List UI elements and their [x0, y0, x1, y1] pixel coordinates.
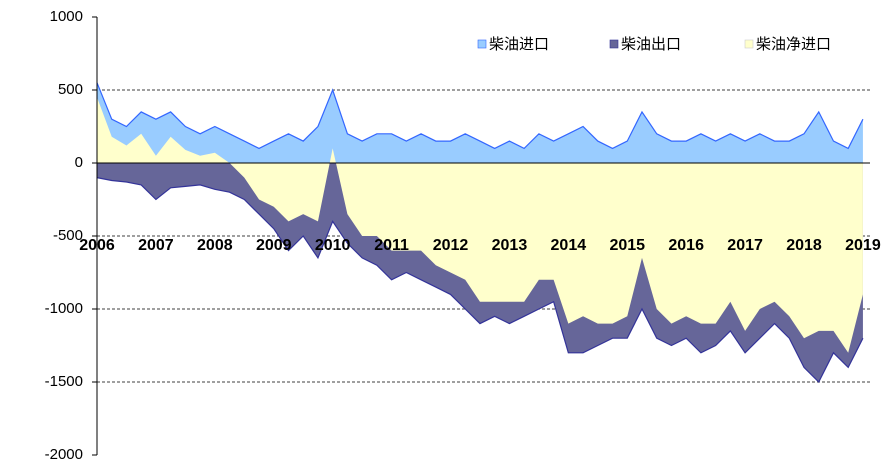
y-tick-label: -2000 — [45, 446, 83, 463]
y-tick-label: 0 — [75, 154, 83, 171]
x-tick-label: 2015 — [609, 237, 645, 254]
x-tick-label: 2014 — [551, 237, 587, 254]
legend-label: 柴油净进口 — [756, 36, 831, 53]
line — [96, 177, 864, 384]
x-tick-label: 2016 — [668, 237, 704, 254]
x-tick-label: 2013 — [492, 237, 528, 254]
area — [97, 97, 863, 353]
x-tick-label: 2017 — [727, 237, 763, 254]
legend-label: 柴油进口 — [489, 36, 549, 53]
x-tick-label: 2008 — [197, 237, 233, 254]
x-tick-label: 2007 — [138, 237, 174, 254]
y-tick-label: -1000 — [45, 300, 83, 317]
x-tick-label: 2009 — [256, 237, 292, 254]
y-tick-label: -500 — [53, 227, 83, 244]
y-tick-label: 500 — [58, 81, 83, 98]
legend-swatch — [609, 39, 619, 49]
y-tick-label: -1500 — [45, 373, 83, 390]
legend-swatch — [477, 39, 487, 49]
legend-label: 柴油出口 — [621, 36, 681, 53]
x-tick-label: 2012 — [433, 237, 469, 254]
x-tick-label: 2019 — [845, 237, 881, 254]
x-tick-label: 2010 — [315, 237, 351, 254]
line — [96, 82, 864, 150]
x-tick-label: 2006 — [79, 237, 115, 254]
x-tick-label: 2011 — [374, 237, 409, 254]
x-tick-label: 2018 — [786, 237, 822, 254]
y-tick-label: 1000 — [50, 8, 83, 25]
area — [97, 82, 863, 163]
legend-swatch — [744, 39, 754, 49]
